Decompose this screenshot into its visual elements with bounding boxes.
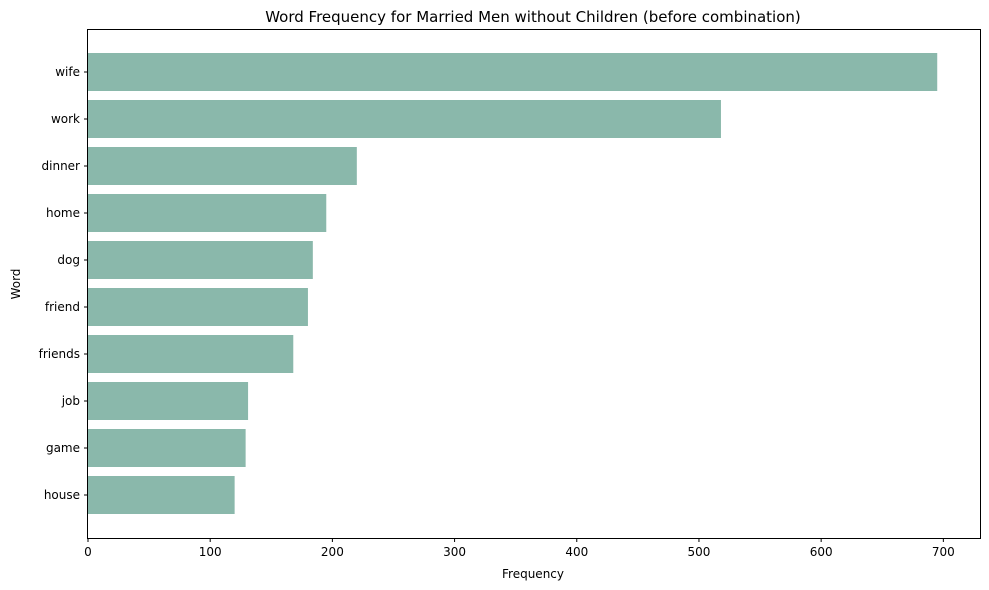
y-axis-ticks: wife work dinner home dog friend friends job gam… — [39, 65, 88, 502]
y-tick-label: work — [51, 112, 80, 126]
x-tick-label: 200 — [321, 545, 344, 559]
y-tick-label: house — [44, 488, 80, 502]
x-tick-label: 600 — [810, 545, 833, 559]
x-axis-label: Frequency — [502, 567, 564, 581]
y-tick-label: game — [46, 441, 80, 455]
bar-house — [88, 476, 235, 514]
bar-friend — [88, 288, 308, 326]
x-tick-label: 100 — [199, 545, 222, 559]
y-tick-label: job — [61, 394, 80, 408]
x-tick-label: 400 — [565, 545, 588, 559]
x-axis-ticks: 0 100 200 300 400 500 600 700 — [84, 538, 955, 559]
y-tick-label: wife — [55, 65, 80, 79]
x-tick-label: 300 — [443, 545, 466, 559]
x-tick-label: 700 — [932, 545, 955, 559]
bar-home — [88, 194, 327, 232]
bars — [88, 53, 938, 514]
bar-job — [88, 382, 249, 420]
y-tick-label: friends — [39, 347, 80, 361]
x-tick-label: 500 — [688, 545, 711, 559]
bar-game — [88, 429, 246, 467]
plot-frame — [87, 29, 981, 539]
y-tick-label: friend — [45, 300, 80, 314]
x-tick-label: 0 — [84, 545, 92, 559]
bar-work — [88, 100, 721, 138]
bar-wife — [88, 53, 938, 91]
bar-friends — [88, 335, 294, 373]
y-tick-label: dog — [57, 253, 80, 267]
y-tick-label: home — [46, 206, 80, 220]
bar-dog — [88, 241, 313, 279]
y-tick-label: dinner — [42, 159, 81, 173]
y-axis-label: Word — [9, 269, 23, 300]
bar-dinner — [88, 147, 357, 185]
chart-title: Word Frequency for Married Men without C… — [265, 8, 801, 26]
